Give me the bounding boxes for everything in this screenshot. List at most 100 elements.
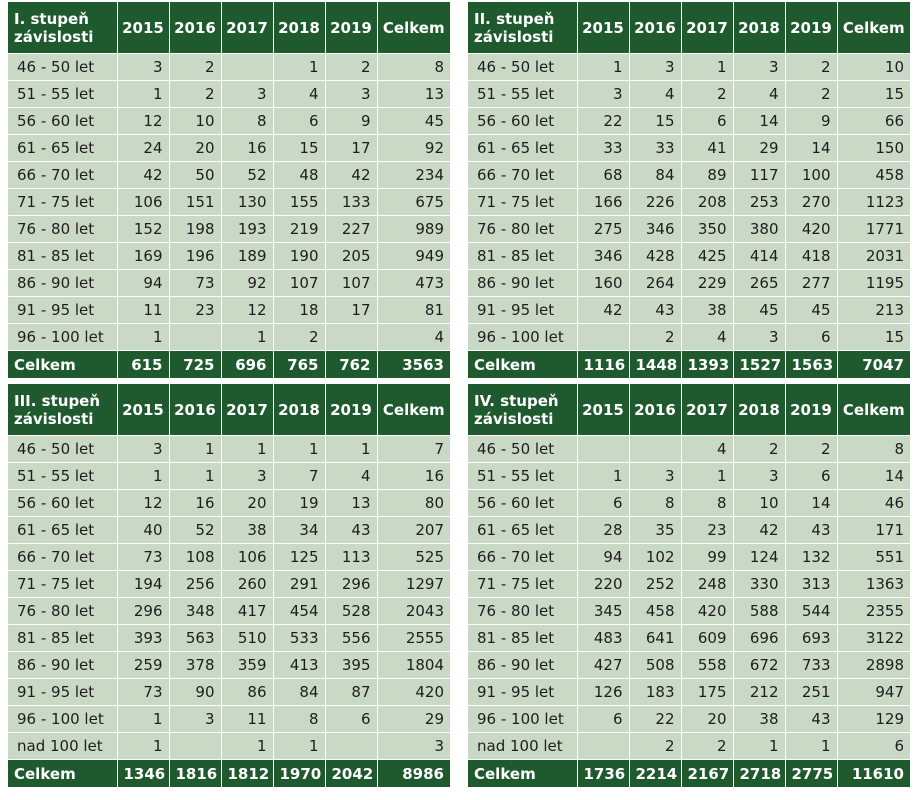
year-value-cell: 73 — [169, 269, 222, 297]
year-value-cell: 17 — [325, 134, 378, 162]
table-row: 56 - 60 let 12 10 8 6 9 45 — [8, 107, 450, 135]
year-value-cell: 1 — [169, 435, 222, 463]
table-row: 81 - 85 let 169 196 189 190 205 949 — [8, 242, 450, 270]
row-total-cell: 15 — [837, 80, 910, 108]
year-value-cell: 313 — [785, 570, 838, 598]
table-row: 61 - 65 let 33 33 41 29 14 150 — [468, 134, 910, 162]
age-group-label: 51 - 55 let — [468, 462, 578, 490]
table-row: 91 - 95 let 73 90 86 84 87 420 — [8, 678, 450, 706]
year-value-cell: 378 — [169, 651, 222, 679]
year-value-cell: 212 — [733, 678, 786, 706]
year-value-cell: 1 — [273, 435, 326, 463]
year-value-cell: 1 — [681, 462, 734, 490]
dependency-table: II. stupeň závislosti 2015 2016 2017 2018 201… — [468, 2, 910, 378]
year-value-cell: 4 — [325, 462, 378, 490]
table-row: 91 - 95 let 126 183 175 212 251 947 — [468, 678, 910, 706]
year-total-cell: 765 — [273, 350, 326, 378]
year-total-cell: 1812 — [221, 759, 274, 787]
year-value-cell: 3 — [169, 705, 222, 733]
age-group-label: 56 - 60 let — [468, 107, 578, 135]
year-value-cell: 87 — [325, 678, 378, 706]
grand-total-cell: 8986 — [377, 759, 450, 787]
year-header: 2017 — [221, 384, 274, 436]
year-value-cell: 16 — [221, 134, 274, 162]
year-value-cell: 264 — [629, 269, 682, 297]
year-header: 2016 — [629, 384, 682, 436]
year-value-cell: 48 — [273, 161, 326, 189]
table-stupen-4: IV. stupeň závislosti 2015 2016 2017 2018 201… — [468, 384, 910, 787]
year-value-cell: 107 — [325, 269, 378, 297]
total-row-label: Celkem — [8, 350, 118, 378]
table-row: 56 - 60 let 6 8 8 10 14 46 — [468, 489, 910, 517]
age-group-label: 56 - 60 let — [468, 489, 578, 517]
row-total-cell: 2043 — [377, 597, 450, 625]
table-row: 71 - 75 let 220 252 248 330 313 1363 — [468, 570, 910, 598]
row-total-cell: 80 — [377, 489, 450, 517]
year-value-cell: 3 — [117, 53, 170, 81]
row-total-cell: 14 — [837, 462, 910, 490]
year-value-cell: 253 — [733, 188, 786, 216]
year-value-cell: 1 — [785, 732, 838, 760]
table-row: 51 - 55 let 3 4 2 4 2 15 — [468, 80, 910, 108]
year-value-cell: 20 — [221, 489, 274, 517]
year-value-cell: 2 — [681, 80, 734, 108]
table-heading: I. stupeň závislosti — [8, 2, 118, 54]
year-value-cell: 291 — [273, 570, 326, 598]
year-value-cell: 696 — [733, 624, 786, 652]
year-value-cell: 12 — [221, 296, 274, 324]
row-total-cell: 1363 — [837, 570, 910, 598]
age-group-label: 46 - 50 let — [8, 435, 118, 463]
year-value-cell: 3 — [629, 53, 682, 81]
year-value-cell: 350 — [681, 215, 734, 243]
year-value-cell: 6 — [273, 107, 326, 135]
age-group-label: 86 - 90 let — [8, 651, 118, 679]
year-value-cell: 1 — [117, 80, 170, 108]
row-total-cell: 947 — [837, 678, 910, 706]
row-total-cell: 15 — [837, 323, 910, 351]
year-value-cell: 458 — [629, 597, 682, 625]
year-value-cell: 11 — [117, 296, 170, 324]
row-total-cell: 1804 — [377, 651, 450, 679]
table-row: 86 - 90 let 94 73 92 107 107 473 — [8, 269, 450, 297]
age-group-label: 71 - 75 let — [468, 570, 578, 598]
table-row: 46 - 50 let 1 3 1 3 2 10 — [468, 53, 910, 81]
age-group-label: 66 - 70 let — [468, 161, 578, 189]
year-value-cell: 508 — [629, 651, 682, 679]
year-value-cell — [169, 323, 222, 351]
dependency-table: I. stupeň závislosti 2015 2016 2017 2018 2019… — [8, 2, 450, 378]
year-value-cell: 672 — [733, 651, 786, 679]
age-group-label: 86 - 90 let — [8, 269, 118, 297]
year-value-cell: 124 — [733, 543, 786, 571]
year-value-cell — [577, 435, 630, 463]
year-value-cell: 2 — [681, 732, 734, 760]
year-value-cell: 556 — [325, 624, 378, 652]
year-header: 2017 — [681, 2, 734, 54]
year-value-cell: 345 — [577, 597, 630, 625]
year-value-cell — [325, 323, 378, 351]
year-value-cell: 6 — [577, 705, 630, 733]
year-value-cell: 1 — [273, 732, 326, 760]
year-value-cell: 38 — [221, 516, 274, 544]
total-row-label: Celkem — [8, 759, 118, 787]
table-row: 81 - 85 let 483 641 609 696 693 3122 — [468, 624, 910, 652]
age-group-label: 96 - 100 let — [8, 323, 118, 351]
year-value-cell: 152 — [117, 215, 170, 243]
table-row: 51 - 55 let 1 2 3 4 3 13 — [8, 80, 450, 108]
year-value-cell: 558 — [681, 651, 734, 679]
age-group-label: 96 - 100 let — [8, 705, 118, 733]
year-value-cell: 52 — [221, 161, 274, 189]
year-value-cell: 22 — [577, 107, 630, 135]
row-total-cell: 129 — [837, 705, 910, 733]
age-group-label: 86 - 90 let — [468, 651, 578, 679]
year-header: 2019 — [325, 2, 378, 54]
year-value-cell: 418 — [785, 242, 838, 270]
table-row: 76 - 80 let 152 198 193 219 227 989 — [8, 215, 450, 243]
year-value-cell: 205 — [325, 242, 378, 270]
year-value-cell: 86 — [221, 678, 274, 706]
row-total-cell: 150 — [837, 134, 910, 162]
age-group-label: 91 - 95 let — [8, 296, 118, 324]
age-group-label: 66 - 70 let — [468, 543, 578, 571]
year-total-cell: 1970 — [273, 759, 326, 787]
year-header: 2015 — [117, 384, 170, 436]
year-value-cell: 160 — [577, 269, 630, 297]
